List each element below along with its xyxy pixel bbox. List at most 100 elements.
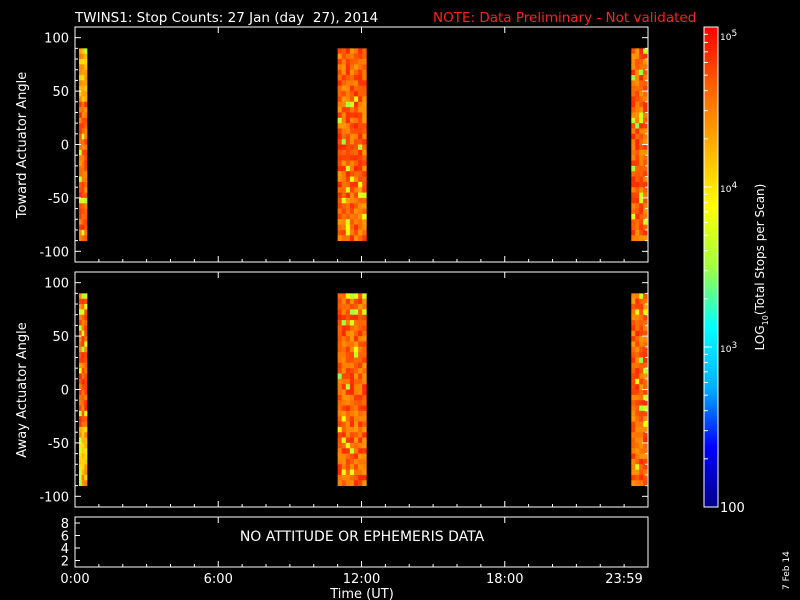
- heatmap-cell: [362, 362, 367, 369]
- heatmap-cell: [345, 144, 351, 151]
- x-tick-label: 18:00: [486, 572, 523, 587]
- heatmap-cell: [635, 432, 640, 438]
- heatmap-cell: [341, 53, 347, 60]
- heatmap-cell: [81, 384, 85, 390]
- heatmap-cell: [345, 325, 351, 332]
- heatmap-cell: [337, 357, 343, 364]
- heatmap-cell: [639, 133, 644, 140]
- heatmap-cell: [337, 410, 343, 417]
- heatmap-cell: [639, 378, 644, 385]
- heatmap-cell: [79, 197, 83, 204]
- heatmap-cell: [643, 394, 648, 401]
- heatmap-cell: [79, 75, 83, 81]
- y-tick-label: -50: [48, 192, 69, 207]
- heatmap-cell: [345, 298, 351, 305]
- heatmap-cell: [349, 357, 355, 364]
- heatmap-cell: [337, 480, 343, 487]
- heatmap-cell: [362, 293, 367, 300]
- heatmap-cell: [341, 128, 347, 135]
- heatmap-cell: [631, 133, 636, 140]
- heatmap-cell: [337, 341, 343, 348]
- heatmap-cell: [358, 133, 363, 140]
- x-tick-label: 0:00: [60, 572, 89, 587]
- heatmap-cell: [341, 416, 347, 422]
- heatmap-cell: [341, 357, 347, 364]
- heatmap-cell: [341, 101, 347, 108]
- heatmap-cell: [349, 298, 355, 305]
- heatmap-cell: [643, 155, 648, 161]
- heatmap-cell: [639, 203, 644, 209]
- heatmap-cell: [362, 458, 367, 465]
- heatmap-cell: [345, 112, 351, 119]
- heatmap-cell: [635, 112, 640, 119]
- heatmap-cell: [345, 96, 351, 103]
- heatmap-cell: [643, 96, 648, 103]
- heatmap-cell: [354, 325, 359, 332]
- heatmap-cell: [337, 160, 343, 167]
- heatmap-cell: [639, 117, 644, 124]
- heatmap-cell: [349, 219, 355, 226]
- heatmap-cell: [349, 304, 355, 310]
- heatmap-cell: [631, 203, 636, 209]
- heatmap-cell: [79, 165, 83, 172]
- heatmap-cell: [341, 453, 347, 460]
- heatmap-cell: [81, 341, 85, 348]
- heatmap-cell: [635, 176, 640, 183]
- heatmap-cell: [358, 405, 363, 412]
- heatmap-cell: [341, 394, 347, 401]
- heatmap-cell: [362, 53, 367, 60]
- heatmap-cell: [362, 165, 367, 172]
- heatmap-cell: [79, 133, 83, 140]
- heatmap-cell: [341, 213, 347, 220]
- heatmap-cell: [631, 362, 636, 369]
- heatmap-cell: [337, 400, 343, 406]
- heatmap-cell: [635, 437, 640, 444]
- heatmap-cell: [349, 85, 355, 92]
- heatmap-cell: [84, 432, 88, 438]
- heatmap-cell: [643, 91, 648, 97]
- heatmap-cell: [79, 171, 83, 177]
- heatmap-cell: [349, 149, 355, 156]
- heatmap-cell: [81, 325, 85, 332]
- heatmap-cell: [345, 107, 351, 113]
- heatmap-cell: [631, 314, 636, 321]
- heatmap-cell: [362, 378, 367, 385]
- heatmap-cell: [354, 309, 359, 316]
- heatmap-cell: [345, 442, 351, 449]
- heatmap-cell: [639, 208, 644, 215]
- heatmap-cell: [337, 139, 343, 145]
- heatmap-cell: [643, 437, 648, 444]
- heatmap-cell: [639, 160, 644, 167]
- heatmap-cell: [639, 293, 644, 300]
- heatmap-cell: [84, 69, 88, 76]
- heatmap-cell: [362, 75, 367, 81]
- heatmap-cell: [631, 107, 636, 113]
- heatmap-cell: [358, 187, 363, 193]
- heatmap-cell: [358, 320, 363, 326]
- heatmap-cell: [354, 85, 359, 92]
- heatmap-cell: [81, 224, 85, 231]
- heatmap-cell: [349, 123, 355, 129]
- heatmap-block: [337, 293, 367, 487]
- heatmap-cell: [349, 416, 355, 422]
- heatmap-cell: [362, 421, 367, 428]
- heatmap-cell: [643, 400, 648, 406]
- heatmap-cell: [84, 224, 88, 231]
- heatmap-cell: [643, 107, 648, 113]
- heatmap-cell: [341, 48, 347, 55]
- heatmap-cell: [79, 453, 83, 460]
- heatmap-cell: [84, 171, 88, 177]
- heatmap-cell: [337, 149, 343, 156]
- heatmap-cell: [79, 469, 83, 476]
- heatmap-cell: [341, 96, 347, 103]
- heatmap-cell: [358, 474, 363, 481]
- heatmap-cell: [643, 464, 648, 471]
- heatmap-cell: [341, 410, 347, 417]
- heatmap-cell: [349, 410, 355, 417]
- heatmap-cell: [358, 437, 363, 444]
- heatmap-cell: [643, 139, 648, 145]
- heatmap-cell: [341, 368, 347, 374]
- heatmap-cell: [349, 229, 355, 236]
- heatmap-cell: [349, 314, 355, 321]
- heatmap-cell: [643, 160, 648, 167]
